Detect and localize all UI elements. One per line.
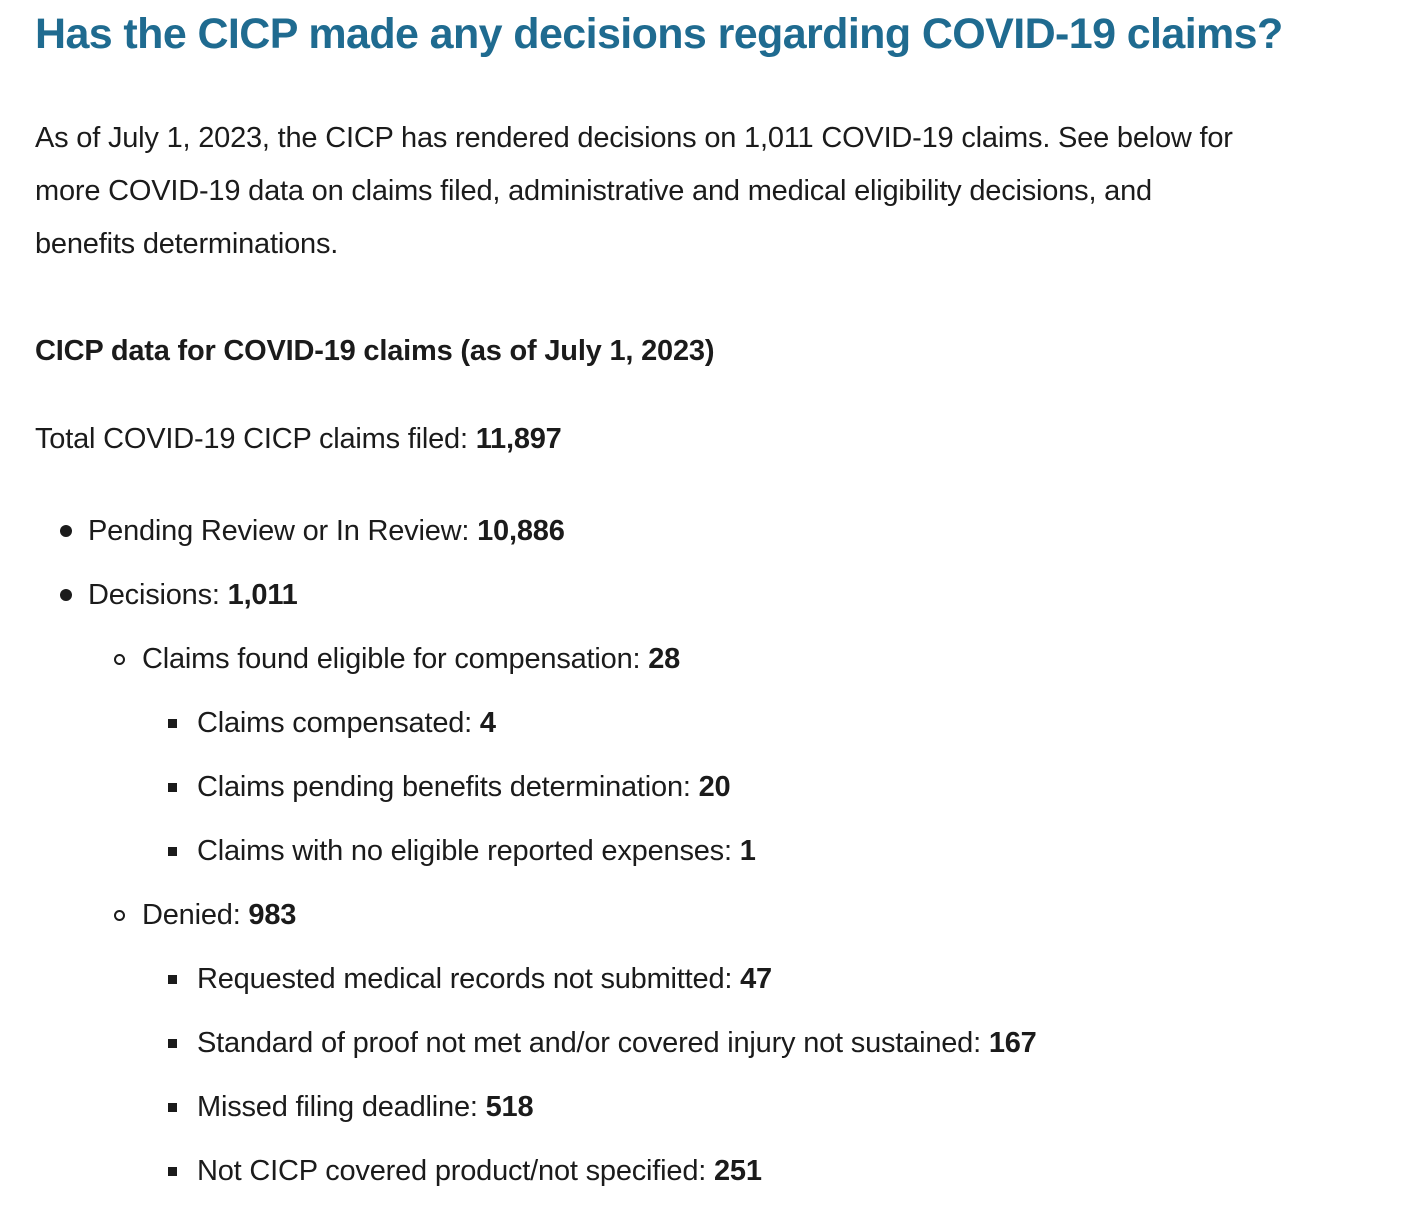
bullet-disc-icon [60,525,72,537]
list-item-standard-of-proof: Standard of proof not met and/or covered… [35,1023,1381,1063]
list-item-records-not-submitted: Requested medical records not submitted:… [35,959,1381,999]
list-item-not-covered-product: Not CICP covered product/not specified: … [35,1151,1381,1191]
list-item-text: Claims pending benefits determination: 2… [197,770,731,804]
item-value: 28 [648,642,681,675]
item-value: 518 [485,1090,534,1123]
list-item-text: Pending Review or In Review: 10,886 [88,515,565,548]
item-value: 20 [698,770,731,803]
item-label: Claims found eligible for compensation: [142,642,649,675]
item-label: Claims pending benefits determination: [197,770,699,803]
list-item-decisions: Decisions: 1,011 [35,575,1381,615]
list-item-text: Claims compensated: 4 [197,707,496,740]
bullet-disc-icon [60,589,72,601]
item-label: Pending Review or In Review: [88,514,478,547]
list-item-text: Standard of proof not met and/or covered… [197,1027,1037,1060]
list-item-text: Claims found eligible for compensation: … [142,643,680,676]
item-label: Not CICP covered product/not specified: [197,1154,714,1187]
intro-line-1: As of July 1, 2023, the CICP has rendere… [35,122,1233,154]
list-item-claims-compensated: Claims compensated: 4 [35,703,1381,743]
item-value: 4 [479,706,496,739]
list-item-text: Requested medical records not submitted:… [197,963,772,996]
intro-line-3: benefits determinations. [35,228,339,260]
item-label: Missed filing deadline: [197,1090,486,1123]
list-item-claims-no-eligible-expenses: Claims with no eligible reported expense… [35,831,1381,871]
page-title: Has the CICP made any decisions regardin… [35,10,1283,58]
bullet-square-icon [168,782,177,792]
list-item-text: Missed filing deadline: 518 [197,1090,534,1124]
list-item-text: Not CICP covered product/not specified: … [197,1155,762,1188]
intro-paragraph: As of July 1, 2023, the CICP has rendere… [35,112,1381,271]
item-label: Claims with no eligible reported expense… [197,834,740,867]
item-label: Standard of proof not met and/or covered… [197,1026,989,1059]
item-value: 167 [988,1026,1037,1059]
bullet-square-icon [168,974,177,984]
list-item-text: Denied: 983 [142,899,296,932]
item-label: Decisions: [88,578,228,611]
list-item-pending-review: Pending Review or In Review: 10,886 [35,511,1381,551]
item-value: 47 [740,962,772,995]
bullet-square-icon [168,1166,177,1176]
intro-line-2: more COVID-19 data on claims filed, admi… [35,175,1152,207]
list-item-claims-eligible: Claims found eligible for compensation: … [35,639,1381,679]
bullet-square-icon [168,1102,177,1112]
item-value: 1 [739,834,756,867]
list-item-text: Claims with no eligible reported expense… [197,835,756,868]
bullet-square-icon [168,846,177,856]
bullet-circle-icon [114,653,125,665]
list-item-missed-deadline: Missed filing deadline: 518 [35,1087,1381,1127]
total-claims-line: Total COVID-19 CICP claims filed: 11,897 [35,419,1381,459]
item-value: 10,886 [477,514,565,547]
total-claims-value: 11,897 [475,423,562,455]
item-label: Denied: [142,898,249,931]
bullet-square-icon [168,1038,177,1048]
item-label: Claims compensated: [197,706,480,739]
item-label: Requested medical records not submitted: [197,962,741,995]
item-value: 983 [248,898,297,931]
bullet-circle-icon [114,909,125,921]
list-item-denied: Denied: 983 [35,895,1381,935]
item-value: 251 [713,1154,762,1187]
claims-list: Pending Review or In Review: 10,886 Deci… [35,511,1381,1191]
item-value: 1,011 [227,578,298,611]
bullet-square-icon [168,718,177,728]
total-claims-label: Total COVID-19 CICP claims filed: [35,423,476,455]
section-subheading: CICP data for COVID-19 claims (as of Jul… [35,335,715,367]
list-item-claims-pending-benefits: Claims pending benefits determination: 2… [35,767,1381,807]
list-item-text: Decisions: 1,011 [88,579,298,612]
